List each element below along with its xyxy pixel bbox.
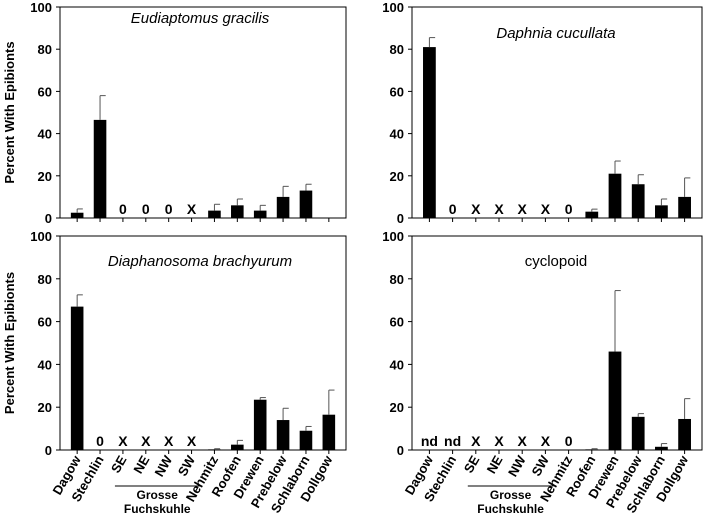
- y-tick-label: 0: [397, 443, 404, 458]
- panel-title: Diaphanosoma brachyurum: [108, 253, 292, 270]
- no-data-marker: 0: [142, 201, 150, 217]
- bar-roofen: [231, 205, 244, 218]
- bar-dagow: [70, 306, 84, 450]
- y-axis-label: Percent With Epibionts: [2, 41, 17, 183]
- bar-drewen: [608, 351, 622, 450]
- bar-roofen: [585, 211, 599, 218]
- no-data-marker: 0: [565, 201, 573, 217]
- bar-dollgow: [322, 414, 336, 450]
- y-tick-label: 0: [45, 443, 52, 458]
- no-data-marker: X: [118, 433, 128, 449]
- y-tick-label: 40: [38, 357, 52, 372]
- y-tick-label: 20: [390, 169, 404, 184]
- panel-1: 0 20 40 60 80 100 Eudiaptomus gracilis Percent …: [2, 0, 347, 226]
- group-label-fuchskuhle: Fuchskuhle: [124, 502, 191, 515]
- bar-prebelow: [631, 184, 645, 218]
- bar-prebelow: [276, 196, 290, 218]
- no-data-marker: X: [164, 433, 174, 449]
- no-data-marker: X: [471, 201, 481, 217]
- y-tick-label: 0: [397, 211, 404, 226]
- y-tick-label: 60: [390, 84, 404, 99]
- plot-frame: [59, 6, 347, 219]
- bar-drewen: [253, 399, 267, 450]
- y-tick-label: 0: [45, 211, 52, 226]
- bar-schlaborn: [299, 190, 313, 218]
- y-tick-label: 100: [382, 229, 404, 244]
- no-data-marker: X: [187, 201, 197, 217]
- y-tick-label: 80: [390, 272, 404, 287]
- x-tick-label: SE: [461, 453, 483, 476]
- x-tick-label: NE: [484, 453, 506, 476]
- group-label-grosse: Grosse: [490, 488, 532, 502]
- bar-dollgow: [678, 418, 691, 450]
- no-data-marker: 0: [96, 433, 104, 449]
- y-tick-label: 80: [390, 42, 404, 57]
- no-data-marker: 0: [565, 433, 573, 449]
- no-data-marker: X: [494, 433, 504, 449]
- no-data-marker: X: [541, 201, 551, 217]
- no-data-marker: X: [187, 433, 197, 449]
- panel-4: 020406080100cyclopoidndDagowndStechlinXS…: [382, 229, 703, 515]
- no-data-marker: 0: [119, 201, 127, 217]
- panel-3: 0 20 40 60 80 100 Diaphanosoma brachyurum Perce…: [2, 229, 347, 515]
- group-label-fuchskuhle: Fuchskuhle: [477, 502, 544, 515]
- x-tick-label: NE: [130, 453, 152, 476]
- no-data-marker: X: [141, 433, 151, 449]
- plot-frame: [59, 235, 347, 451]
- group-label-grosse: Grosse: [137, 488, 179, 502]
- y-tick-label: 60: [38, 315, 52, 330]
- bar-roofen: [231, 444, 244, 450]
- bar-dagow: [423, 47, 436, 219]
- bar-prebelow: [631, 416, 645, 450]
- y-axis-label: Percent With Epibionts: [2, 272, 17, 414]
- y-tick-label: 40: [390, 357, 404, 372]
- y-tick-label: 100: [30, 229, 52, 244]
- bar-schlaborn: [655, 205, 668, 218]
- bar-nehmitz: [208, 210, 221, 218]
- no-data-marker: nd: [421, 433, 438, 449]
- no-data-marker: X: [541, 433, 551, 449]
- bar-nehmitz: [208, 449, 221, 450]
- plot-frame: [411, 235, 703, 451]
- no-data-marker: X: [494, 201, 504, 217]
- y-tick-label: 80: [38, 42, 52, 57]
- y-tick-label: 20: [390, 400, 404, 415]
- bar-dagow: [70, 212, 84, 218]
- x-tick-label: NW: [505, 452, 529, 479]
- y-tick-label: 100: [30, 0, 52, 15]
- y-tick-label: 20: [38, 400, 52, 415]
- y-tick-label: 60: [390, 315, 404, 330]
- panel-title: Eudiaptomus gracilis: [131, 10, 270, 27]
- bar-drewen: [253, 210, 267, 218]
- y-tick-label: 100: [382, 0, 404, 15]
- plot-frame: [411, 6, 703, 219]
- no-data-marker: 0: [165, 201, 173, 217]
- bar-schlaborn: [299, 430, 313, 450]
- bar-dollgow: [678, 196, 691, 218]
- y-tick-label: 80: [38, 272, 52, 287]
- y-tick-label: 40: [390, 127, 404, 142]
- no-data-marker: nd: [444, 433, 461, 449]
- bar-schlaborn: [655, 446, 668, 450]
- bar-stechlin: [93, 119, 107, 218]
- no-data-marker: X: [518, 433, 528, 449]
- bar-roofen: [585, 449, 599, 450]
- bar-prebelow: [276, 420, 290, 450]
- bar-drewen: [608, 173, 622, 218]
- no-data-marker: 0: [449, 201, 457, 217]
- x-tick-label: SE: [108, 453, 130, 476]
- panel-title: cyclopoid: [525, 253, 588, 270]
- x-tick-label: NW: [151, 452, 175, 479]
- no-data-marker: X: [471, 433, 481, 449]
- y-tick-label: 60: [38, 84, 52, 99]
- panel-title: Daphnia cucullata: [496, 25, 615, 42]
- y-tick-label: 20: [38, 169, 52, 184]
- no-data-marker: X: [518, 201, 528, 217]
- y-tick-label: 40: [38, 127, 52, 142]
